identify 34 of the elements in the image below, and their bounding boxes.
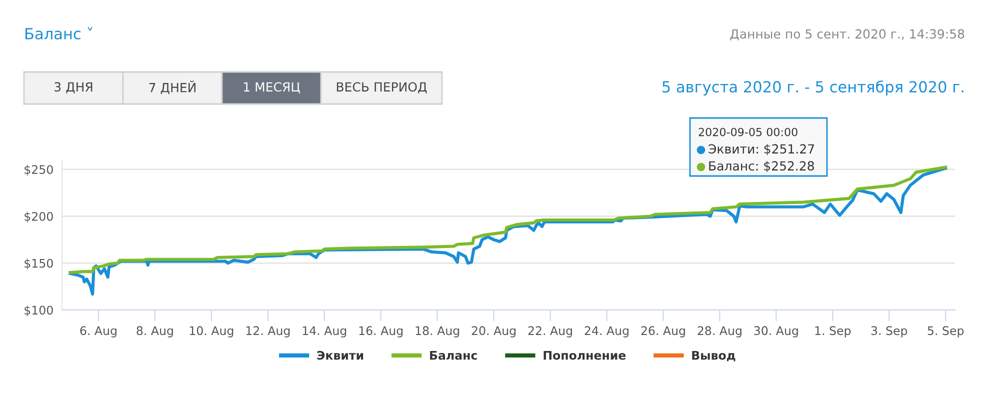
x-tick-label: 28. Aug bbox=[698, 326, 742, 338]
legend-label: Пополнение bbox=[544, 350, 626, 360]
x-tick-label: 16. Aug bbox=[359, 326, 403, 338]
y-tick-label: $150 bbox=[24, 258, 53, 270]
x-tick-label: 10. Aug bbox=[190, 326, 234, 338]
x-tick-label: 22. Aug bbox=[528, 326, 572, 338]
x-tick-label: 1. Sep bbox=[815, 326, 851, 338]
x-tick-label: 12. Aug bbox=[246, 326, 290, 338]
text: Эквити: $251.27 bbox=[708, 144, 814, 156]
text: 7 ДНЕЙ bbox=[149, 80, 196, 94]
text: ВЕСЬ ПЕРИОД bbox=[336, 82, 427, 94]
text: 2020-09-05 00:00 bbox=[698, 128, 798, 136]
x-tick-label: 26. Aug bbox=[641, 326, 685, 338]
legend-label: Баланс bbox=[430, 350, 477, 360]
x-tick-label: 6. Aug bbox=[80, 326, 116, 338]
x-tick-label: 8. Aug bbox=[136, 326, 173, 338]
x-tick-label: 3. Sep bbox=[871, 326, 908, 338]
text: 1 МЕСЯЦ bbox=[244, 82, 300, 94]
y-tick-label: $200 bbox=[24, 212, 53, 222]
x-tick-label: 5. Sep bbox=[928, 326, 964, 338]
y-tick-label: $250 bbox=[24, 164, 53, 176]
chart-subtitle: Данные по 5 сент. 2020 г., 14:39:58 bbox=[730, 29, 964, 40]
legend-label: Вывод bbox=[692, 350, 736, 362]
y-tick-label: $100 bbox=[24, 306, 53, 316]
annotation: Баланс: $252.28 bbox=[709, 160, 814, 172]
x-tick-label: 30. Aug bbox=[754, 326, 798, 338]
text: 3 ДНЯ bbox=[54, 82, 92, 94]
x-tick-label: 24. Aug bbox=[584, 326, 628, 338]
x-tick-label: 14. Aug bbox=[302, 326, 346, 338]
x-tick-label: 20. Aug bbox=[472, 326, 516, 338]
legend-label: Эквити bbox=[317, 350, 364, 360]
chart-title: Баланс ˅ bbox=[26, 26, 92, 40]
x-tick-label: 18. Aug bbox=[416, 326, 460, 338]
text: 5 августа 2020 г. - 5 сентября 2020 г. bbox=[662, 80, 964, 96]
